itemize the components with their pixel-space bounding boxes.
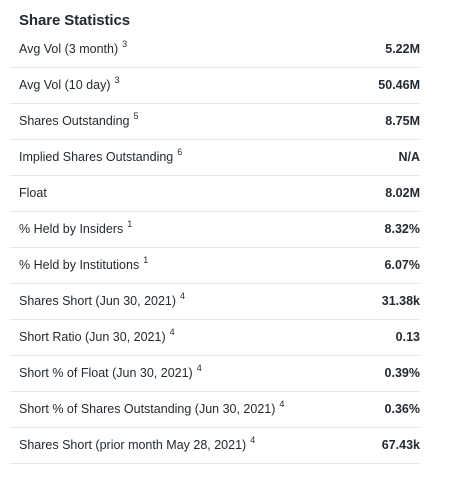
table-row: % Held by Insiders 1 8.32% [10, 211, 420, 247]
stat-label: Shares Short (prior month May 28, 2021) 4 [10, 427, 366, 463]
footnote-marker: 3 [122, 38, 128, 49]
stat-label-text: Short % of Float (Jun 30, 2021) [19, 366, 193, 380]
stat-value: 31.38k [381, 294, 420, 308]
footnote-marker: 5 [133, 110, 139, 121]
footnote-marker: 6 [177, 146, 183, 157]
stat-label-text: Shares Short (prior month May 28, 2021) [19, 438, 247, 452]
stat-label: Implied Shares Outstanding 6 [10, 139, 366, 175]
table-row: Short % of Shares Outstanding (Jun 30, 2… [10, 391, 420, 427]
stat-value: N/A [398, 150, 420, 164]
footnote-marker: 4 [169, 326, 175, 337]
footnote-marker: 4 [180, 290, 186, 301]
stat-label: Short % of Shares Outstanding (Jun 30, 2… [10, 391, 366, 427]
stat-value: 0.39% [384, 366, 420, 380]
stat-label: Shares Outstanding 5 [10, 103, 366, 139]
stat-label-text: Implied Shares Outstanding [19, 150, 174, 164]
table-row: Shares Short (prior month May 28, 2021) 4… [10, 427, 420, 463]
stat-label: Avg Vol (10 day) 3 [10, 67, 366, 103]
stat-value: 8.32% [384, 222, 420, 236]
stat-label-text: Shares Short (Jun 30, 2021) [19, 294, 177, 308]
stat-label: Float [10, 175, 366, 211]
share-statistics-table: Avg Vol (3 month) 3 5.22M Avg Vol (10 day… [10, 31, 420, 464]
stat-value: 8.75M [385, 114, 420, 128]
stat-label-text: Short Ratio (Jun 30, 2021) [19, 330, 166, 344]
footnote-marker: 4 [196, 362, 202, 373]
stat-value: 0.36% [384, 402, 420, 416]
table-row: Short Ratio (Jun 30, 2021) 4 0.13 [10, 319, 420, 355]
footnote-marker: 4 [250, 434, 256, 445]
stat-value: 8.02M [385, 186, 420, 200]
table-row: Implied Shares Outstanding 6 N/A [10, 139, 420, 175]
stat-label: Short Ratio (Jun 30, 2021) 4 [10, 319, 366, 355]
stat-label: Avg Vol (3 month) 3 [10, 31, 366, 67]
stat-label-text: Short % of Shares Outstanding (Jun 30, 2… [19, 402, 276, 416]
stat-value: 67.43k [381, 438, 420, 452]
stat-value: 0.13 [395, 330, 420, 344]
stat-label-text: % Held by Institutions [19, 258, 140, 272]
table-row: Short % of Float (Jun 30, 2021) 4 0.39% [10, 355, 420, 391]
stat-label-text: % Held by Insiders [19, 222, 124, 236]
table-row: Shares Outstanding 5 8.75M [10, 103, 420, 139]
stat-label-text: Avg Vol (10 day) [19, 78, 111, 92]
table-row: Shares Short (Jun 30, 2021) 4 31.38k [10, 283, 420, 319]
stat-label-text: Shares Outstanding [19, 114, 130, 128]
stat-value: 50.46M [378, 78, 420, 92]
table-row: Float 8.02M [10, 175, 420, 211]
table-row: % Held by Institutions 1 6.07% [10, 247, 420, 283]
stat-label: Shares Short (Jun 30, 2021) 4 [10, 283, 366, 319]
section-title: Share Statistics [19, 12, 130, 29]
footnote-marker: 4 [279, 398, 285, 409]
stat-label: % Held by Insiders 1 [10, 211, 366, 247]
footnote-marker: 1 [127, 218, 133, 229]
table-row: Avg Vol (3 month) 3 5.22M [10, 31, 420, 67]
stat-label: Short % of Float (Jun 30, 2021) 4 [10, 355, 366, 391]
stat-value: 5.22M [385, 41, 420, 56]
stat-value: 6.07% [384, 258, 420, 272]
stat-label: % Held by Institutions 1 [10, 247, 366, 283]
stat-label-text: Float [19, 186, 47, 200]
table-row: Avg Vol (10 day) 3 50.46M [10, 67, 420, 103]
stat-label-text: Avg Vol (3 month) [19, 41, 119, 56]
footnote-marker: 3 [114, 74, 120, 85]
footnote-marker: 1 [143, 254, 149, 265]
